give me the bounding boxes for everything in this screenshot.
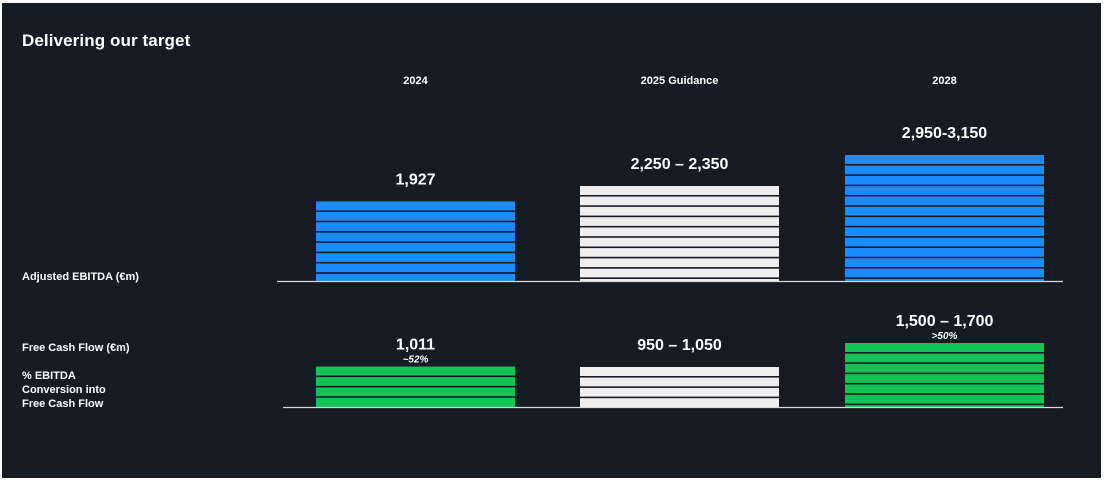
ebitda-bar-1 (580, 185, 779, 281)
ebitda-value-label-2: 2,950-3,150 (902, 125, 988, 142)
ebitda-bar-stripe (316, 261, 515, 264)
fcf-value-label-0: 1,011 (396, 337, 435, 354)
fcf-row-label: Free Cash Flow (€m) (22, 342, 130, 354)
conversion-label-line-2: Conversion into (22, 384, 106, 396)
fcf-bar-stripe (316, 385, 515, 388)
ebitda-value-label-0: 1,927 (395, 171, 435, 188)
ebitda-bar-stripe (845, 184, 1044, 187)
conversion-label-2: >50% (932, 331, 958, 342)
conversion-label-line-3: Free Cash Flow (22, 398, 104, 410)
fcf-bar-2 (845, 343, 1044, 407)
fcf-bar-stripe (845, 382, 1044, 385)
fcf-bar-stripe (845, 362, 1044, 364)
conversion-row-label: % EBITDA Conversion into Free Cash Flow (22, 369, 106, 411)
ebitda-row-label: Adjusted EBITDA (€m) (22, 271, 139, 283)
fcf-bar-1 (580, 367, 779, 407)
fcf-bar-stripe (845, 393, 1044, 395)
fcf-value-label-1: 950 – 1,050 (637, 337, 722, 354)
ebitda-bar-stripe (580, 225, 779, 228)
ebitda-bar-stripe (845, 225, 1044, 228)
fcf-bar-stripe (580, 396, 779, 399)
ebitda-bar-stripe (580, 246, 779, 249)
ebitda-bar-stripe (845, 174, 1044, 176)
ebitda-bar-stripe (580, 277, 779, 279)
ebitda-bar-stripe (580, 256, 779, 259)
fcf-bar-stripe (580, 376, 779, 378)
ebitda-bar-stripe (580, 194, 779, 197)
ebitda-bar-stripe (580, 215, 779, 218)
ebitda-bar-stripe (845, 267, 1044, 269)
ebitda-bar-stripe (316, 210, 515, 212)
ebitda-bar-fill-1 (580, 185, 779, 281)
ebitda-bar-stripe (316, 272, 515, 274)
ebitda-bar-stripe (845, 277, 1044, 279)
ebitda-value-label-1: 2,250 – 2,350 (631, 156, 729, 173)
fcf-bar-fill-2 (845, 343, 1044, 407)
fcf-bar-stripe (580, 386, 779, 388)
category-label-1: 2025 Guidance (641, 75, 719, 87)
ebitda-bar-stripe (316, 220, 515, 223)
ebitda-bar-fill-2 (845, 155, 1044, 281)
ebitda-bar-fill-0 (316, 201, 515, 281)
ebitda-bar-0 (316, 201, 515, 281)
fcf-bar-stripe (845, 352, 1044, 354)
ebitda-bar-stripe (580, 205, 779, 207)
ebitda-bar-stripe (845, 236, 1044, 238)
ebitda-bar-stripe (845, 205, 1044, 207)
ebitda-bar-stripe (316, 230, 515, 233)
fcf-bar-stripe (845, 372, 1044, 375)
conversion-label-line-1: % EBITDA (22, 370, 76, 382)
ebitda-bar-2 (845, 155, 1044, 281)
ebitda-bar-stripe (845, 164, 1044, 166)
ebitda-bar-stripe (580, 236, 779, 238)
ebitda-bar-stripe (845, 256, 1044, 259)
conversion-label-0: ~52% (403, 355, 429, 366)
fcf-bar-stripe (845, 403, 1044, 406)
ebitda-bar-stripe (580, 267, 779, 269)
fcf-value-label-2: 1,500 – 1,700 (896, 313, 994, 330)
ebitda-bar-stripe (316, 241, 515, 243)
fcf-bar-stripe (316, 375, 515, 378)
ebitda-bar-stripe (845, 215, 1044, 218)
fcf-bar-stripe (316, 396, 515, 398)
fcf-bar-0 (316, 366, 515, 407)
category-label-0: 2024 (403, 75, 428, 87)
ebitda-bar-stripe (845, 194, 1044, 197)
ebitda-bar-stripe (316, 251, 515, 254)
ebitda-bar-stripe (845, 246, 1044, 248)
category-label-2: 2028 (932, 75, 956, 87)
slide-title: Delivering our target (22, 31, 191, 50)
